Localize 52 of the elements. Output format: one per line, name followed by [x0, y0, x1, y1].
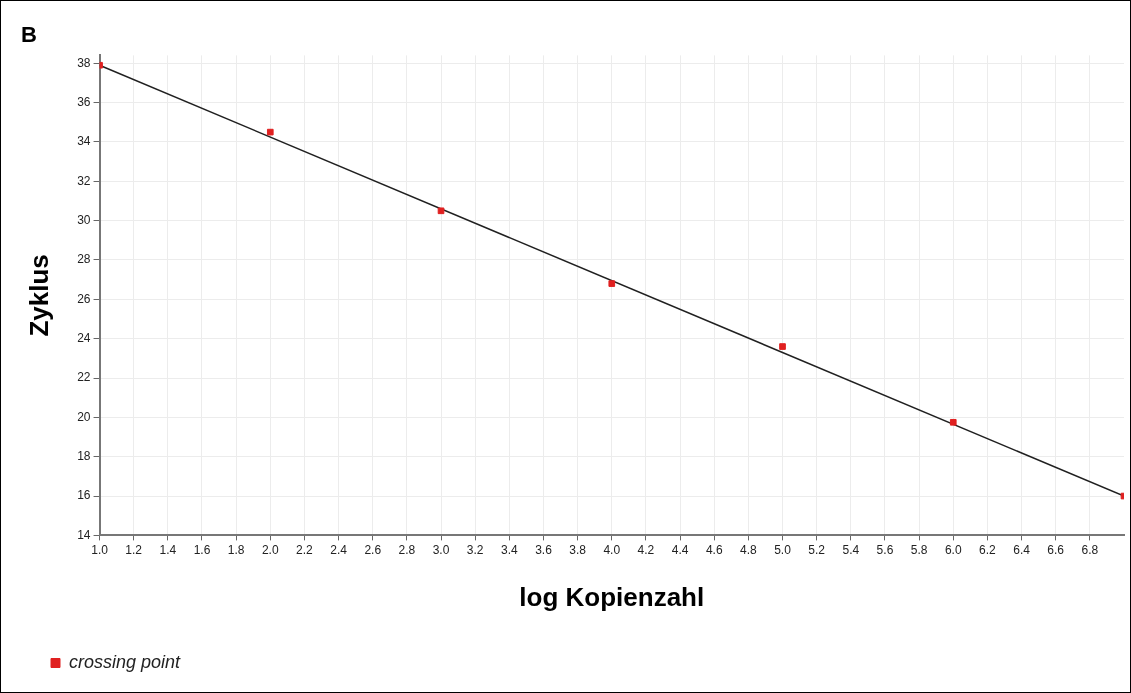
y-tick-label: 34: [77, 134, 91, 149]
point: [779, 343, 786, 350]
y-tick-label: 16: [77, 488, 91, 503]
x-tick-label: 5.2: [808, 542, 826, 557]
x-tick-label: 5.8: [910, 542, 928, 557]
y-tick-label: 28: [77, 252, 91, 267]
x-tick-label: 1.2: [125, 542, 143, 557]
x-tick-label: 3.6: [535, 542, 553, 557]
x-tick-label: 3.4: [500, 542, 518, 557]
point: [949, 418, 957, 426]
x-tick-label: 6.0: [944, 542, 962, 557]
x-tick-label: 2.8: [398, 542, 416, 557]
legend-label: crossing point: [69, 652, 182, 672]
x-tick-label: 2.0: [261, 542, 279, 557]
y-tick-label: 32: [77, 173, 91, 188]
x-tick-label: 5.0: [774, 542, 792, 557]
y-tick-label: 24: [77, 330, 91, 345]
x-axis-title: log Kopienzahl: [519, 581, 705, 612]
x-tick-label: 2.2: [296, 542, 314, 557]
x-tick-label: 6.6: [1047, 542, 1065, 557]
point: [608, 280, 616, 287]
x-tick-label: 4.0: [603, 542, 621, 557]
x-tick-label: 3.0: [432, 542, 450, 557]
x-tick-label: 1.0: [91, 542, 109, 557]
chart-title: B: [21, 22, 37, 48]
x-tick-label: 1.4: [159, 542, 177, 557]
y-tick-label: 14: [77, 527, 91, 542]
x-tick-label: 2.6: [364, 542, 382, 557]
x-tick-label: 4.6: [705, 542, 723, 557]
y-tick-label: 36: [77, 94, 91, 109]
y-axis-title: Zyklus: [23, 254, 54, 337]
y-tick-label: 26: [77, 291, 91, 306]
x-tick-label: 4.2: [637, 542, 655, 557]
x-tick-label: 3.2: [466, 542, 484, 557]
x-tick-label: 2.4: [330, 542, 348, 557]
y-tick-label: 30: [77, 212, 91, 227]
x-tick-label: 1.6: [193, 542, 211, 557]
x-tick-label: 5.6: [876, 542, 894, 557]
x-tick-label: 4.4: [671, 542, 689, 557]
x-tick-label: 1.8: [227, 542, 245, 557]
x-tick-label: 6.2: [979, 542, 997, 557]
y-tick-label: 38: [77, 55, 91, 70]
point: [266, 128, 274, 136]
y-tick-label: 22: [77, 370, 91, 385]
x-tick-label: 5.4: [842, 542, 860, 557]
x-tick-label: 6.8: [1081, 542, 1099, 557]
x-tick-label: 4.8: [740, 542, 758, 557]
x-tick-label: 6.4: [1013, 542, 1031, 557]
y-tick-label: 20: [77, 409, 91, 424]
y-tick-label: 18: [77, 449, 91, 464]
point: [437, 207, 445, 215]
x-tick-label: 3.8: [569, 542, 587, 557]
